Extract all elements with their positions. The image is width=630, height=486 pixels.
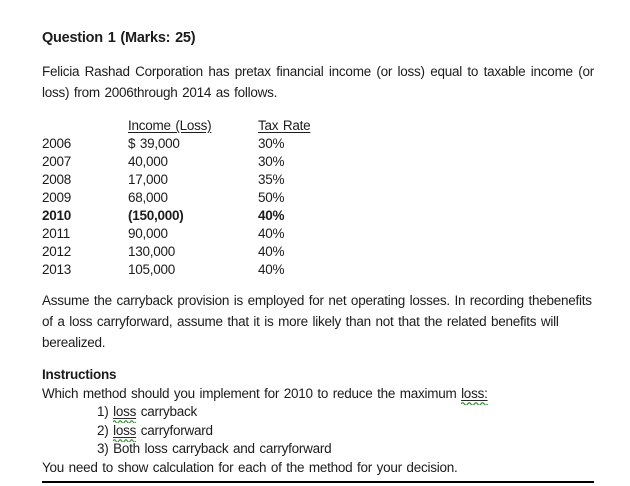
income-tax-table: Income (Loss) Tax Rate 2006 $ 39,000 30%…	[42, 117, 594, 279]
income-cell: 68,000	[128, 190, 168, 205]
income-cell: (150,000)	[128, 208, 184, 223]
table-row: 2013 105,000 40%	[42, 261, 594, 279]
year-cell: 2013	[42, 262, 72, 277]
flagged-word-text: loss:	[461, 385, 488, 401]
year-cell: 2008	[42, 172, 72, 187]
grammar-flagged-word: loss	[113, 404, 137, 423]
tax-rate-cell: 50%	[258, 190, 285, 205]
table-row: 2008 17,000 35%	[42, 171, 594, 189]
option-number: 2)	[97, 422, 114, 438]
footer-text: You need to show calculation for each of…	[42, 459, 458, 475]
income-cell: 40,000	[128, 154, 168, 169]
tax-rate-cell: 40%	[258, 226, 285, 241]
option-text: Both loss carryback and carryforward	[113, 441, 332, 456]
income-cell: 17,000	[128, 172, 168, 187]
income-header-cell: Income (Loss)	[128, 118, 212, 133]
year-cell: 2009	[42, 190, 72, 205]
option-item: 1) loss carryback	[97, 403, 594, 423]
flagged-word-text: loss	[113, 404, 137, 419]
intro-paragraph: Felicia Rashad Corporation has pretax fi…	[42, 64, 594, 100]
tax-rate-cell: 30%	[258, 154, 285, 169]
document-body: Question 1 (Marks: 25) Felicia Rashad Co…	[42, 28, 594, 483]
income-cell: 130,000	[128, 244, 176, 259]
income-cell: $ 39,000	[128, 136, 180, 151]
question-text: Which method should you implement for 20…	[42, 385, 462, 401]
income-cell: 105,000	[128, 262, 176, 277]
table-row: 2009 68,000 50%	[42, 189, 594, 207]
instructions-question: Which method should you implement for 20…	[42, 385, 594, 405]
tax-rate-cell: 40%	[258, 262, 285, 277]
year-cell: 2010	[42, 208, 72, 223]
year-cell: 2006	[42, 136, 72, 151]
tax-rate-header-cell: Tax Rate	[258, 118, 311, 133]
footer-note: You need to show calculation for each of…	[42, 459, 594, 483]
table-row-loss-year: 2010 (150,000) 40%	[42, 207, 594, 225]
assumption-paragraph: Assume the carryback provision is employ…	[42, 293, 592, 350]
options-list: 1) loss carryback 2) loss carryforward 3…	[42, 403, 594, 459]
table-header-row: Income (Loss) Tax Rate	[42, 117, 594, 135]
year-header-cell	[42, 117, 128, 135]
tax-rate-cell: 40%	[258, 244, 285, 259]
option-item: 2) loss carryforward	[97, 422, 594, 442]
year-cell: 2012	[42, 244, 72, 259]
instructions-section: Instructions Which method should you imp…	[42, 366, 594, 483]
grammar-flagged-word: loss	[113, 422, 137, 442]
instructions-heading: Instructions	[42, 367, 117, 382]
year-cell: 2007	[42, 154, 72, 169]
income-cell: 90,000	[128, 226, 168, 241]
tax-rate-cell: 30%	[258, 136, 285, 151]
flagged-word-text: loss	[113, 422, 137, 438]
table-row: 2012 130,000 40%	[42, 243, 594, 261]
option-number: 1)	[97, 404, 114, 419]
option-text: carryback	[136, 404, 198, 419]
table-row: 2006 $ 39,000 30%	[42, 135, 594, 153]
option-item: 3) Both loss carryback and carryforward	[97, 440, 594, 459]
option-number: 3)	[97, 441, 114, 456]
option-text: carryforward	[136, 422, 213, 438]
table-row: 2011 90,000 40%	[42, 225, 594, 243]
grammar-flagged-word: loss:	[461, 385, 488, 405]
table-row: 2007 40,000 30%	[42, 153, 594, 171]
question-title: Question 1 (Marks: 25)	[42, 30, 196, 46]
year-cell: 2011	[42, 226, 71, 241]
tax-rate-cell: 40%	[258, 208, 285, 223]
tax-rate-cell: 35%	[258, 172, 285, 187]
